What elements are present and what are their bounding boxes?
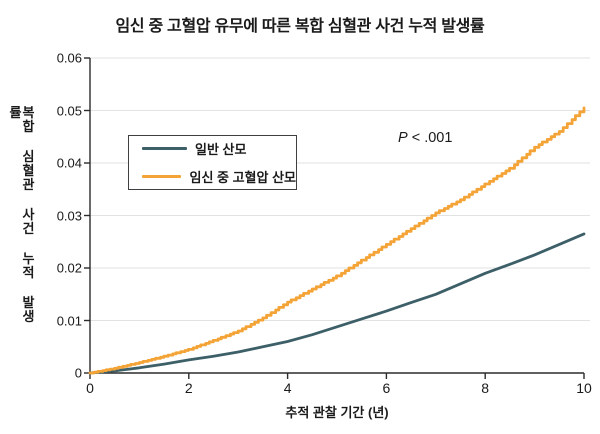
y-tick-label: 0.01 [56, 313, 82, 328]
x-tick-label: 10 [576, 380, 592, 396]
x-tick-label: 8 [481, 380, 490, 396]
p-value-text: < .001 [407, 130, 453, 146]
x-tick-label: 6 [382, 380, 391, 396]
p-value-annotation: P < .001 [398, 130, 452, 146]
legend-item-general: 일반 산모 [142, 139, 296, 158]
legend: 일반 산모 임신 중 고혈압 산모 [128, 135, 297, 190]
y-axis-title: 복합 심혈관 사건 누적 발생률 [7, 105, 35, 324]
x-tick-label: 4 [283, 380, 292, 396]
y-tick-label: 0.05 [56, 103, 82, 118]
series-curve-1 [88, 106, 586, 375]
x-tick-label: 0 [86, 380, 94, 396]
x-tick-label: 2 [184, 380, 193, 396]
y-tick-label: 0.06 [56, 50, 82, 66]
y-tick-label: 0.04 [56, 155, 82, 171]
legend-label-hypertension: 임신 중 고혈압 산모 [189, 170, 296, 185]
legend-item-hypertension: 임신 중 고혈압 산모 [142, 167, 296, 186]
legend-line-swatch-general [142, 147, 187, 150]
chart-title: 임신 중 고혈압 유무에 따른 복합 심혈관 사건 누적 발생률 [115, 18, 485, 35]
series-curve-0 [88, 232, 586, 375]
x-axis-title: 추적 관찰 기간 (년) [285, 405, 389, 420]
p-value-symbol: P [398, 130, 408, 146]
y-tick-label: 0.03 [56, 208, 82, 223]
y-tick-label: 0 [74, 365, 82, 381]
y-tick-label: 0.02 [56, 260, 82, 276]
legend-line-swatch-hypertension [142, 175, 182, 178]
legend-label-general: 일반 산모 [195, 142, 247, 157]
